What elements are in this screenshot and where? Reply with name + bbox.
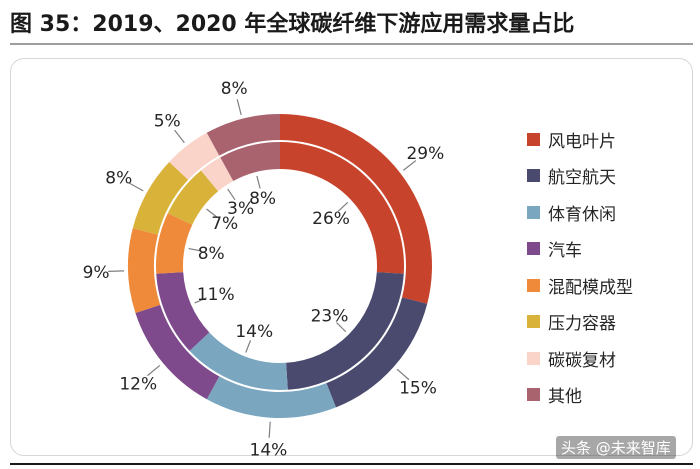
chart-frame	[10, 58, 693, 456]
slice-2019-0	[280, 142, 404, 274]
legend-swatch	[527, 315, 540, 329]
leader-line-2020-6	[174, 129, 185, 144]
slice-2020-4	[128, 228, 161, 313]
data-label-2020-3: 12%	[119, 374, 157, 394]
slice-2019-2	[189, 332, 288, 390]
legend-label: 航空航天	[548, 168, 616, 189]
data-label-2020-2: 14%	[250, 441, 288, 461]
slice-2019-4	[156, 213, 193, 274]
data-label-2019-0: 26%	[312, 209, 350, 229]
data-label-2020-7: 8%	[221, 79, 248, 99]
title-divider	[10, 43, 693, 45]
leader-line-2020-2	[268, 421, 271, 438]
legend-label: 碳碳复材	[548, 350, 616, 371]
legend-label: 汽车	[548, 241, 582, 262]
slice-2020-0	[280, 114, 432, 304]
slice-2020-7	[206, 114, 280, 156]
legend-item: 航空航天	[527, 158, 633, 195]
legend-item: 压力容器	[527, 304, 633, 341]
slice-2019-7	[220, 142, 280, 181]
legend-swatch	[527, 132, 540, 146]
legend-swatch	[527, 351, 540, 365]
legend-swatch	[527, 242, 540, 256]
legend-item: 碳碳复材	[527, 340, 633, 377]
legend-swatch	[527, 388, 540, 402]
leader-line-2020-1	[396, 368, 410, 381]
data-label-2019-7: 8%	[249, 189, 276, 209]
figure-title: 图 35：2019、2020 年全球碳纤维下游应用需求量占比	[10, 12, 575, 37]
legend-label: 体育休闲	[548, 204, 616, 225]
source-watermark: 头条 @未来智库	[556, 436, 676, 459]
leader-line-2019-3	[194, 297, 207, 304]
leader-line-2019-2	[245, 340, 252, 353]
data-label-2019-2: 14%	[235, 322, 273, 342]
legend-item: 混配模成型	[527, 267, 633, 304]
leader-line-2019-5	[206, 208, 218, 218]
bottom-divider	[10, 463, 693, 465]
leader-line-2020-7	[236, 99, 242, 116]
data-label-2020-4: 9%	[83, 263, 110, 283]
data-label-2020-6: 5%	[154, 112, 181, 132]
legend-label: 其他	[548, 387, 582, 408]
data-label-2019-5: 7%	[211, 214, 238, 234]
leader-line-2019-4	[188, 247, 202, 252]
data-label-2019-1: 23%	[311, 306, 349, 326]
slice-2019-5	[167, 170, 219, 225]
slice-2019-1	[286, 272, 404, 390]
leader-line-2019-6	[227, 188, 236, 201]
legend-swatch	[527, 205, 540, 219]
slice-2020-3	[135, 304, 220, 400]
leader-line-2020-0	[402, 160, 417, 171]
legend-label: 风电叶片	[548, 131, 616, 152]
leader-line-2020-3	[147, 364, 161, 377]
legend-label: 混配模成型	[548, 277, 633, 298]
leader-line-2020-5	[128, 182, 144, 192]
legend-item: 汽车	[527, 231, 633, 268]
slice-2020-2	[206, 376, 336, 418]
slice-2019-3	[156, 272, 210, 351]
slice-2020-5	[132, 161, 189, 235]
legend-swatch	[527, 278, 540, 292]
slice-2020-6	[169, 132, 220, 180]
legend-item: 体育休闲	[527, 194, 633, 231]
leader-line-2019-1	[336, 322, 347, 333]
data-label-2020-1: 15%	[399, 379, 437, 399]
slice-2019-6	[200, 157, 234, 192]
chart-legend: 风电叶片航空航天体育休闲汽车混配模成型压力容器碳碳复材其他	[527, 121, 633, 413]
legend-item: 风电叶片	[527, 121, 633, 158]
legend-label: 压力容器	[548, 314, 616, 335]
leader-line-2019-7	[256, 175, 261, 189]
leader-line-2020-4	[108, 270, 125, 273]
legend-swatch	[527, 169, 540, 183]
data-label-2019-3: 11%	[197, 285, 235, 305]
leader-line-2019-0	[337, 201, 349, 212]
data-label-2019-4: 8%	[198, 244, 225, 264]
data-label-2019-6: 3%	[227, 199, 254, 219]
data-label-2020-5: 8%	[105, 168, 132, 188]
legend-item: 其他	[527, 377, 633, 414]
data-label-2020-0: 29%	[406, 144, 444, 164]
slice-2020-1	[326, 297, 428, 408]
